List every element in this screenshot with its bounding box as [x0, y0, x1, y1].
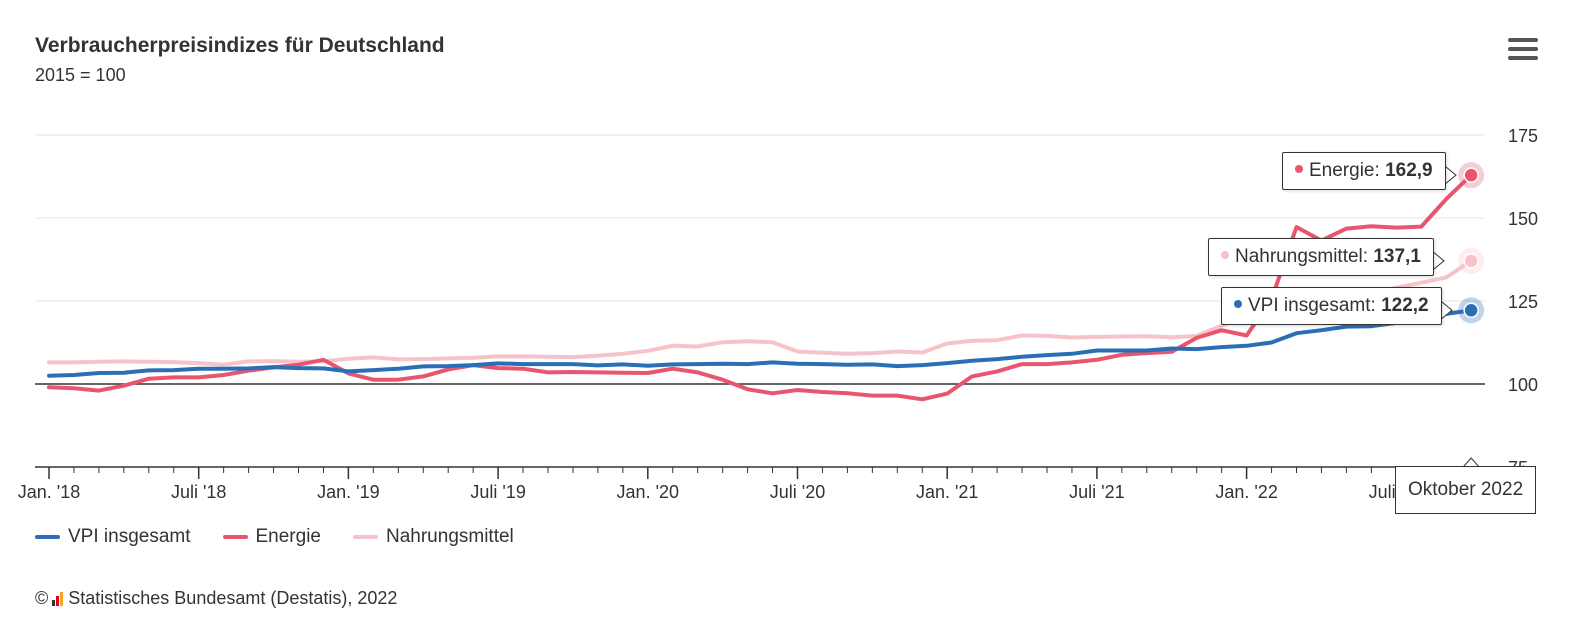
menu-bar — [1508, 38, 1538, 42]
y-tick-label: 100 — [1508, 375, 1538, 395]
x-tick-label: Juli '21 — [1069, 482, 1124, 502]
series-line-vpi-insgesamt — [47, 308, 1474, 378]
legend-item-vpi-insgesamt[interactable]: VPI insgesamt — [35, 526, 191, 548]
legend-label: Energie — [255, 526, 322, 547]
x-tick-label: Jan. '21 — [916, 482, 978, 502]
y-tick-label: 125 — [1508, 292, 1538, 312]
series-dot-nahrungsmittel — [1221, 250, 1229, 259]
legend-swatch — [353, 535, 378, 539]
x-tick-label: Jan. '19 — [317, 482, 379, 502]
tooltip-energie: Energie: 162,9 — [1282, 152, 1446, 190]
destatis-logo-icon — [52, 591, 64, 606]
chart-subtitle: 2015 = 100 — [35, 65, 126, 85]
tooltip-pointer — [1432, 251, 1445, 271]
tooltip-pointer — [1444, 165, 1457, 185]
y-tick-label: 175 — [1508, 126, 1538, 146]
legend-item-nahrungsmittel[interactable]: Nahrungsmittel — [353, 526, 514, 548]
tooltip-vpi: VPI insgesamt: 122,2 — [1221, 287, 1442, 325]
x-tick-label: Juli '18 — [171, 482, 226, 502]
hamburger-menu-icon[interactable] — [1508, 38, 1538, 64]
x-tick-label: Jan. '22 — [1215, 482, 1277, 502]
tooltip-nahrungsmittel: Nahrungsmittel: 137,1 — [1208, 238, 1434, 276]
menu-bar — [1508, 47, 1538, 51]
series-dot-energie — [1295, 164, 1303, 173]
legend-swatch — [222, 535, 248, 539]
tooltip-value: 162,9 — [1385, 160, 1433, 181]
y-tick-label: 150 — [1508, 209, 1538, 229]
x-tick-label: Juli '19 — [470, 482, 525, 502]
hover-point-nahrungsmittel — [1463, 253, 1479, 269]
credits: © Statistisches Bundesamt (Destatis), 20… — [35, 588, 397, 609]
tooltip-label: VPI insgesamt: — [1248, 295, 1376, 316]
legend-swatch — [35, 535, 60, 539]
x-tick-label: Jan. '20 — [617, 482, 679, 502]
legend-label: Nahrungsmittel — [386, 526, 514, 547]
credits-text: Statistisches Bundesamt (Destatis), 2022 — [68, 588, 398, 608]
hover-point-vpi-insgesamt — [1463, 302, 1479, 319]
x-tick-label: Juli '20 — [770, 482, 825, 502]
series-dot-vpi — [1234, 299, 1242, 308]
menu-bar — [1508, 56, 1538, 60]
tooltip-pointer — [1440, 300, 1453, 320]
tooltip-label: Energie: — [1309, 160, 1380, 181]
hover-point-energie — [1463, 167, 1479, 183]
tooltip-label: Nahrungsmittel: — [1235, 246, 1369, 267]
chart-legend: VPI insgesamt Energie Nahrungsmittel — [35, 526, 514, 548]
legend-item-energie[interactable]: Energie — [222, 526, 322, 548]
chart-title: Verbraucherpreisindizes für Deutschland — [35, 34, 445, 57]
legend-label: VPI insgesamt — [68, 526, 191, 547]
tooltip-value: 122,2 — [1381, 295, 1429, 316]
x-tick-label: Jan. '18 — [18, 482, 80, 502]
x-axis-tooltip: Oktober 2022 — [1395, 466, 1537, 514]
tooltip-value: 137,1 — [1373, 246, 1421, 267]
copyright-symbol: © — [35, 588, 49, 608]
